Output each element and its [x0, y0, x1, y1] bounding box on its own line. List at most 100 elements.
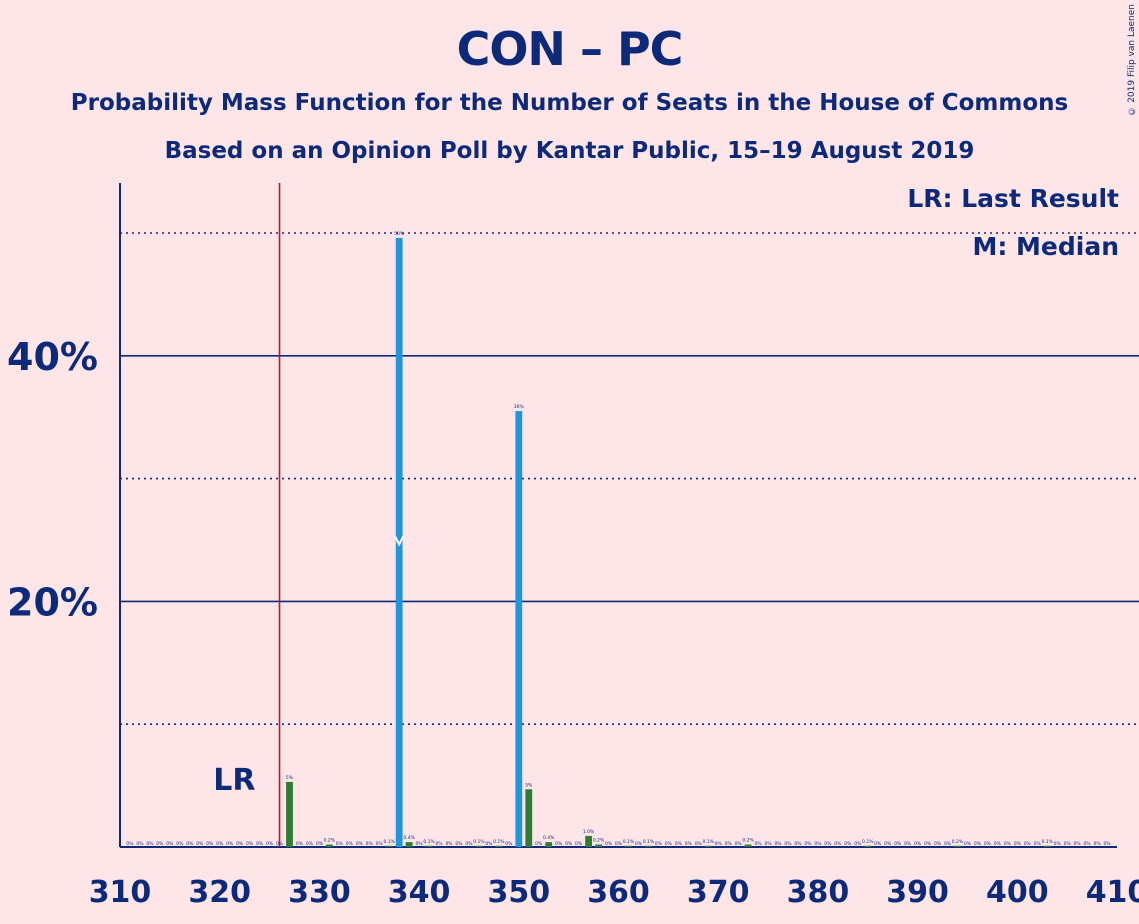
bar-value-label: 0% [655, 841, 663, 847]
x-tick-label: 330 [288, 875, 351, 910]
x-tick-label: 310 [89, 875, 152, 910]
bar-value-label: 0% [764, 841, 772, 847]
bar-value-label: 0% [804, 841, 812, 847]
bar-value-label: 0% [455, 841, 463, 847]
bar-seat-327 [286, 781, 293, 847]
bar-value-label: 0% [1054, 841, 1062, 847]
bar-value-label: 0% [894, 841, 902, 847]
bar-value-label: 0.4% [543, 835, 555, 841]
bar-value-label: 5% [286, 775, 294, 781]
chart-title: CON – PC [456, 22, 684, 76]
bar-value-label: 0.4% [403, 835, 415, 841]
bar-value-label: 0% [914, 841, 922, 847]
bar-value-label: 0% [166, 841, 174, 847]
y-tick-label: 20% [7, 580, 98, 624]
bar-value-label: 0% [1024, 841, 1032, 847]
bar-value-label: 0.2% [593, 838, 605, 844]
bar-value-label: 0% [266, 841, 274, 847]
bar-value-label: 0% [994, 841, 1002, 847]
bar-value-label: 0% [715, 841, 723, 847]
bar-value-label: 0% [236, 841, 244, 847]
x-tick-label: 370 [687, 875, 750, 910]
bar-value-label: 0% [1034, 841, 1042, 847]
bar-value-label: 0% [1093, 841, 1101, 847]
bar-value-label: 0% [854, 841, 862, 847]
bar-value-label: 0% [814, 841, 822, 847]
bar-value-label: 0% [824, 841, 832, 847]
bar-seat-353 [545, 842, 553, 847]
bar-value-label: 0% [675, 841, 683, 847]
bar-value-label: 0% [366, 841, 374, 847]
bar-value-label: 0.1% [703, 839, 715, 845]
bar-value-label: 0% [196, 841, 204, 847]
bar-value-label: 0% [735, 841, 743, 847]
bar-seat-394 [954, 845, 961, 847]
bar-value-label: 0% [346, 841, 354, 847]
bar-value-label: 0% [206, 841, 214, 847]
legend-last-result: LR: Last Result [907, 184, 1119, 213]
bar-value-label: 0% [844, 841, 852, 847]
bar-value-label: 0% [246, 841, 254, 847]
bar-value-label: 0% [1014, 841, 1022, 847]
bar-value-label: 0% [695, 841, 703, 847]
bar-seat-351 [525, 789, 533, 847]
y-tick-label: 40% [7, 335, 98, 379]
bar-value-label: 0% [924, 841, 932, 847]
bar-value-label: 0% [146, 841, 154, 847]
bar-value-label: 0.2% [742, 838, 754, 844]
bar-value-label: 0% [336, 841, 344, 847]
bar-seat-337 [385, 845, 393, 847]
bar-value-label: 5% [525, 782, 533, 788]
bar-value-label: 0% [635, 841, 643, 847]
bar-value-label: 0% [615, 841, 623, 847]
bar-seat-339 [405, 842, 413, 847]
bar-seat-358 [595, 844, 602, 847]
bar-value-label: 0% [605, 841, 613, 847]
bar-value-label: 0.1% [862, 839, 874, 845]
bar-value-label: 0.1% [473, 839, 485, 845]
bar-value-label: 0% [665, 841, 673, 847]
bar-value-label: 0% [156, 841, 164, 847]
bar-value-label: 0% [1074, 841, 1082, 847]
bar-seat-363 [645, 845, 652, 847]
bar-value-label: 0.1% [1041, 839, 1053, 845]
bar-value-label: 0% [794, 841, 802, 847]
bar-seat-346 [475, 845, 483, 847]
bar-seat-373 [744, 844, 752, 847]
bar-seat-357 [585, 835, 592, 847]
bar-value-label: 0% [725, 841, 733, 847]
bar-value-label: 0% [974, 841, 982, 847]
last-result-label: LR [213, 763, 255, 798]
bar-value-label: 0% [176, 841, 184, 847]
bar-value-label: 36% [514, 404, 525, 410]
bar-value-label: 50% [394, 231, 405, 237]
bar-value-label: 0.1% [493, 839, 505, 845]
bar-value-label: 0% [555, 841, 563, 847]
bar-value-label: 0% [256, 841, 264, 847]
x-tick-label: 340 [388, 875, 451, 910]
bar-value-label: 0% [874, 841, 882, 847]
bar-value-label: 0% [565, 841, 573, 847]
bar-value-label: 0% [126, 841, 134, 847]
bar-value-label: 0% [1064, 841, 1072, 847]
bar-value-label: 0% [904, 841, 912, 847]
bar-value-label: 0% [505, 841, 513, 847]
bar-value-label: 0% [485, 841, 493, 847]
bar-value-label: 0% [276, 841, 284, 847]
bar-value-label: 0% [685, 841, 693, 847]
bar-value-label: 0% [1103, 841, 1111, 847]
bar-value-label: 0% [984, 841, 992, 847]
bar-value-label: 0.1% [423, 839, 435, 845]
median-marker [394, 536, 405, 547]
bar-value-label: 0% [575, 841, 583, 847]
bar-value-label: 0% [755, 841, 763, 847]
x-tick-label: 320 [188, 875, 251, 910]
bar-seat-385 [864, 845, 872, 847]
bar-seat-331 [325, 844, 333, 847]
bar-value-label: 0% [1004, 841, 1012, 847]
bar-value-label: 0% [445, 841, 453, 847]
chart-subtitle-2: Based on an Opinion Poll by Kantar Publi… [164, 138, 975, 164]
bar-value-label: 0% [306, 841, 314, 847]
bar-value-label: 0% [535, 841, 543, 847]
